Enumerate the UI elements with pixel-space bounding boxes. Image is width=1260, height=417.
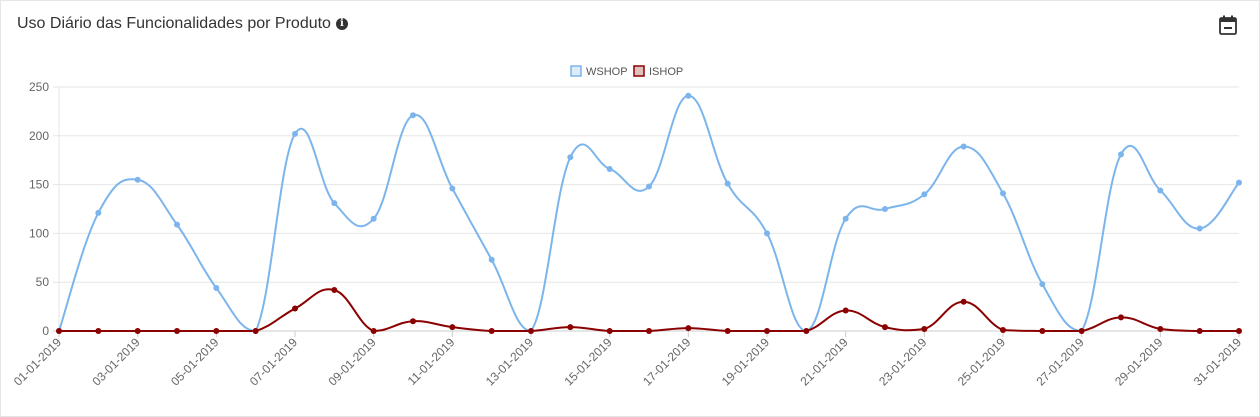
data-point-wshop[interactable] <box>606 165 613 172</box>
data-point-ishop[interactable] <box>960 298 967 305</box>
x-tick-label: 05-01-2019 <box>168 335 222 389</box>
data-point-ishop[interactable] <box>646 328 652 334</box>
data-point-wshop[interactable] <box>1118 151 1124 158</box>
data-point-wshop[interactable] <box>410 112 416 119</box>
data-point-ishop[interactable] <box>488 328 495 334</box>
data-point-ishop[interactable] <box>252 328 259 334</box>
y-tick-label: 0 <box>42 324 49 338</box>
data-point-ishop[interactable] <box>213 328 220 334</box>
x-tick-label: 31-01-2019 <box>1191 335 1245 389</box>
data-point-ishop[interactable] <box>921 326 928 333</box>
page-title: Uso Diário das Funcionalidades por Produ… <box>17 15 331 32</box>
x-tick-label: 13-01-2019 <box>483 335 537 389</box>
data-point-ishop[interactable] <box>1196 328 1203 334</box>
data-point-ishop[interactable] <box>1236 328 1242 334</box>
data-point-ishop[interactable] <box>842 307 849 314</box>
data-point-ishop[interactable] <box>685 325 692 332</box>
data-point-wshop[interactable] <box>1196 225 1203 232</box>
data-point-ishop[interactable] <box>56 328 62 334</box>
data-point-ishop[interactable] <box>882 324 888 331</box>
data-point-ishop[interactable] <box>1118 314 1124 321</box>
data-point-ishop[interactable] <box>134 328 141 334</box>
x-tick-label: 11-01-2019 <box>405 335 458 388</box>
data-point-wshop[interactable] <box>292 130 298 137</box>
data-point-wshop[interactable] <box>1039 281 1046 288</box>
x-tick-label: 25-01-2019 <box>955 335 1009 389</box>
data-point-ishop[interactable] <box>1157 326 1164 333</box>
data-point-wshop[interactable] <box>764 230 770 237</box>
data-point-ishop[interactable] <box>292 305 298 312</box>
x-tick-label: 23-01-2019 <box>876 335 930 389</box>
data-point-ishop[interactable] <box>1078 328 1085 334</box>
info-circle-icon[interactable]: i <box>335 18 348 30</box>
x-tick-label: 07-01-2019 <box>247 335 301 389</box>
legend-label-ishop[interactable]: ISHOP <box>649 66 683 78</box>
data-point-wshop[interactable] <box>882 206 888 212</box>
data-point-ishop[interactable] <box>95 328 102 334</box>
data-point-wshop[interactable] <box>646 183 652 190</box>
data-point-wshop[interactable] <box>449 185 456 192</box>
data-point-ishop[interactable] <box>567 324 574 331</box>
data-point-wshop[interactable] <box>488 256 495 263</box>
data-point-wshop[interactable] <box>1157 187 1164 194</box>
data-point-ishop[interactable] <box>174 328 180 334</box>
data-point-ishop[interactable] <box>1000 327 1006 334</box>
data-point-wshop[interactable] <box>1000 190 1006 197</box>
data-point-wshop[interactable] <box>331 200 338 207</box>
legend-swatch-ishop[interactable] <box>633 65 645 77</box>
y-tick-label: 150 <box>29 178 49 192</box>
x-tick-label: 21-01-2019 <box>797 335 851 389</box>
legend-swatch-wshop[interactable] <box>570 65 582 77</box>
data-point-ishop[interactable] <box>528 328 534 334</box>
data-point-wshop[interactable] <box>567 154 574 161</box>
data-point-wshop[interactable] <box>842 215 849 222</box>
data-point-wshop[interactable] <box>685 92 692 99</box>
x-tick-label: 29-01-2019 <box>1112 335 1166 389</box>
x-tick-label: 17-01-2019 <box>640 335 694 389</box>
x-tick-label: 19-01-2019 <box>719 335 773 389</box>
data-point-ishop[interactable] <box>410 318 416 325</box>
data-point-wshop[interactable] <box>1236 179 1242 186</box>
series-line-ishop <box>59 288 1239 333</box>
y-tick-label: 100 <box>29 226 49 240</box>
x-tick-label: 03-01-2019 <box>89 335 143 389</box>
y-tick-label: 250 <box>29 80 49 94</box>
data-point-wshop[interactable] <box>95 209 102 216</box>
data-point-ishop[interactable] <box>331 287 338 294</box>
calendar-minus-icon[interactable] <box>1219 15 1237 35</box>
x-tick-label: 27-01-2019 <box>1033 335 1087 389</box>
data-point-ishop[interactable] <box>803 328 810 334</box>
y-tick-label: 200 <box>29 129 49 143</box>
legend-label-wshop[interactable]: WSHOP <box>586 66 628 78</box>
data-point-ishop[interactable] <box>1039 328 1046 334</box>
data-point-wshop[interactable] <box>174 221 180 228</box>
data-point-wshop[interactable] <box>960 143 967 150</box>
series-line-wshop <box>58 94 1240 333</box>
y-tick-label: 50 <box>36 275 50 289</box>
data-point-wshop[interactable] <box>213 285 220 292</box>
data-point-wshop[interactable] <box>724 180 731 187</box>
data-point-ishop[interactable] <box>606 328 613 334</box>
data-point-ishop[interactable] <box>724 328 731 334</box>
x-tick-label: 15-01-2019 <box>561 335 615 389</box>
data-point-wshop[interactable] <box>921 191 928 198</box>
data-point-ishop[interactable] <box>370 328 377 334</box>
x-tick-label: 09-01-2019 <box>325 335 379 389</box>
data-point-ishop[interactable] <box>764 328 770 334</box>
panel-header: Uso Diário das Funcionalidades por Produ… <box>17 15 348 33</box>
data-point-ishop[interactable] <box>449 324 456 331</box>
data-point-wshop[interactable] <box>134 176 141 183</box>
data-point-wshop[interactable] <box>370 215 377 222</box>
x-tick-label: 01-01-2019 <box>11 335 65 389</box>
